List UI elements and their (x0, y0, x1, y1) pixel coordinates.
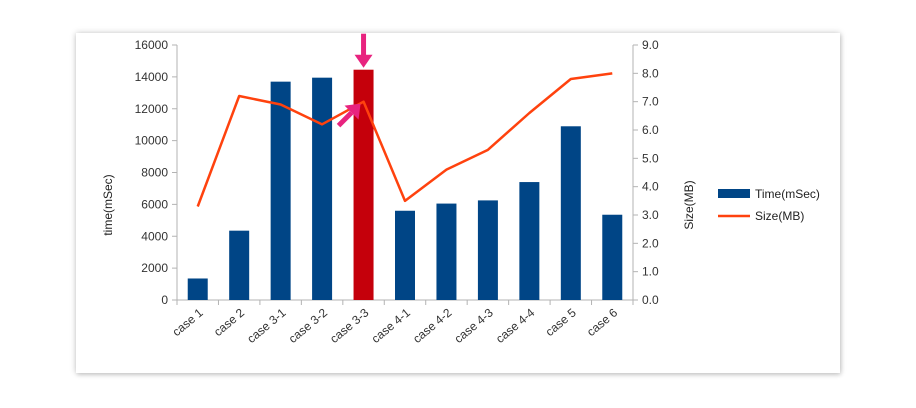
x-tick-label: case 4-1 (369, 305, 414, 346)
x-tick-label: case 1 (170, 305, 206, 339)
legend-label-size: Size(MB) (755, 209, 804, 223)
bar (477, 200, 498, 300)
y-tick-label-left: 6000 (141, 197, 168, 211)
arrow-diagonal-head (344, 103, 361, 120)
x-tick-label: case 5 (543, 305, 579, 339)
y-axis-title-left: time(mSec) (101, 174, 115, 235)
bar (395, 210, 415, 300)
bar (560, 126, 581, 300)
legend-label-time: Time(mSec) (755, 187, 820, 201)
y-tick-label-right: 4.0 (642, 180, 659, 194)
bar (270, 81, 291, 300)
x-tick-label: case 6 (584, 305, 620, 339)
y-tick-label-right: 7.0 (642, 95, 659, 109)
y-tick-label-left: 16000 (135, 38, 169, 52)
x-tick-label: case 2 (211, 305, 247, 339)
bar (602, 214, 623, 300)
bar (519, 182, 540, 300)
legend: Time(mSec) Size(MB) (718, 187, 820, 223)
x-tick-label: case 3-1 (244, 305, 289, 346)
y-tick-label-left: 12000 (135, 102, 169, 116)
bar (229, 230, 250, 300)
bar (436, 203, 457, 300)
size-line (196, 72, 613, 207)
y-tick-label-left: 14000 (135, 70, 169, 84)
y-tick-label-right: 5.0 (642, 151, 659, 165)
bar-highlighted (353, 69, 374, 300)
bar (312, 77, 333, 300)
bar (187, 278, 208, 300)
y-tick-label-right: 2.0 (642, 236, 659, 250)
arrow-down-head (354, 54, 373, 68)
y-tick-label-left: 2000 (141, 261, 168, 275)
y-tick-label-right: 6.0 (642, 123, 659, 137)
y-tick-label-right: 3.0 (642, 208, 659, 222)
y-tick-label-left: 4000 (141, 229, 168, 243)
y-axis-title-right: Size(MB) (682, 180, 696, 229)
x-tick-label: case 3-2 (286, 305, 331, 346)
x-tick-label: case 4-4 (493, 305, 538, 346)
axes: 0 2000 4000 6000 8000 10000 12000 14000 16000 0.0… (135, 38, 659, 307)
y-tick-label-left: 0 (161, 293, 168, 307)
legend-swatch-time (718, 189, 750, 198)
y-tick-label-right: 1.0 (642, 265, 659, 279)
line-series-size (196, 72, 613, 207)
arrow-diagonal-shaft (336, 110, 354, 128)
chart-card (76, 33, 840, 373)
y-tick-label-right: 8.0 (642, 66, 659, 80)
bar-series-time (187, 69, 623, 300)
highlight-arrows (336, 33, 373, 128)
x-tick-label: case 4-2 (410, 305, 455, 346)
y-tick-label-left: 8000 (141, 166, 168, 180)
y-tick-label-right: 9.0 (642, 38, 659, 52)
x-tick-label: case 4-3 (452, 305, 497, 346)
x-tick-label: case 3-3 (327, 305, 372, 346)
y-tick-label-left: 10000 (135, 134, 169, 148)
y-tick-label-right: 0.0 (642, 293, 659, 307)
